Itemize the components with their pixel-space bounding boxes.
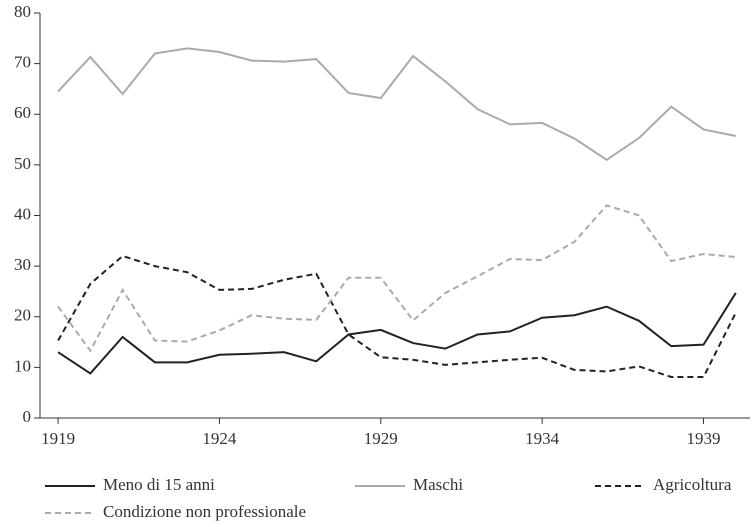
legend-label: Condizione non professionale: [103, 502, 306, 521]
y-tick-label: 50: [14, 154, 31, 173]
x-tick-label: 1924: [202, 429, 237, 448]
legend-label: Agricoltura: [653, 475, 732, 494]
y-tick-label: 0: [23, 407, 32, 426]
y-tick-label: 10: [14, 356, 31, 375]
y-tick-label: 30: [14, 255, 31, 274]
legend-label: Maschi: [413, 475, 463, 494]
y-tick-label: 80: [14, 2, 31, 21]
y-tick-label: 20: [14, 306, 31, 325]
y-tick-label: 60: [14, 103, 31, 122]
x-tick-label: 1919: [41, 429, 75, 448]
x-tick-label: 1939: [687, 429, 721, 448]
x-tick-label: 1929: [364, 429, 398, 448]
series-line: [57, 47, 736, 162]
y-tick-label: 40: [14, 204, 31, 223]
series-line: [57, 292, 737, 375]
y-tick-label: 70: [14, 53, 31, 72]
series-line: [57, 254, 737, 378]
x-tick-label: 1934: [525, 429, 560, 448]
legend-label: Meno di 15 anni: [103, 475, 215, 494]
series-line: [57, 204, 736, 353]
